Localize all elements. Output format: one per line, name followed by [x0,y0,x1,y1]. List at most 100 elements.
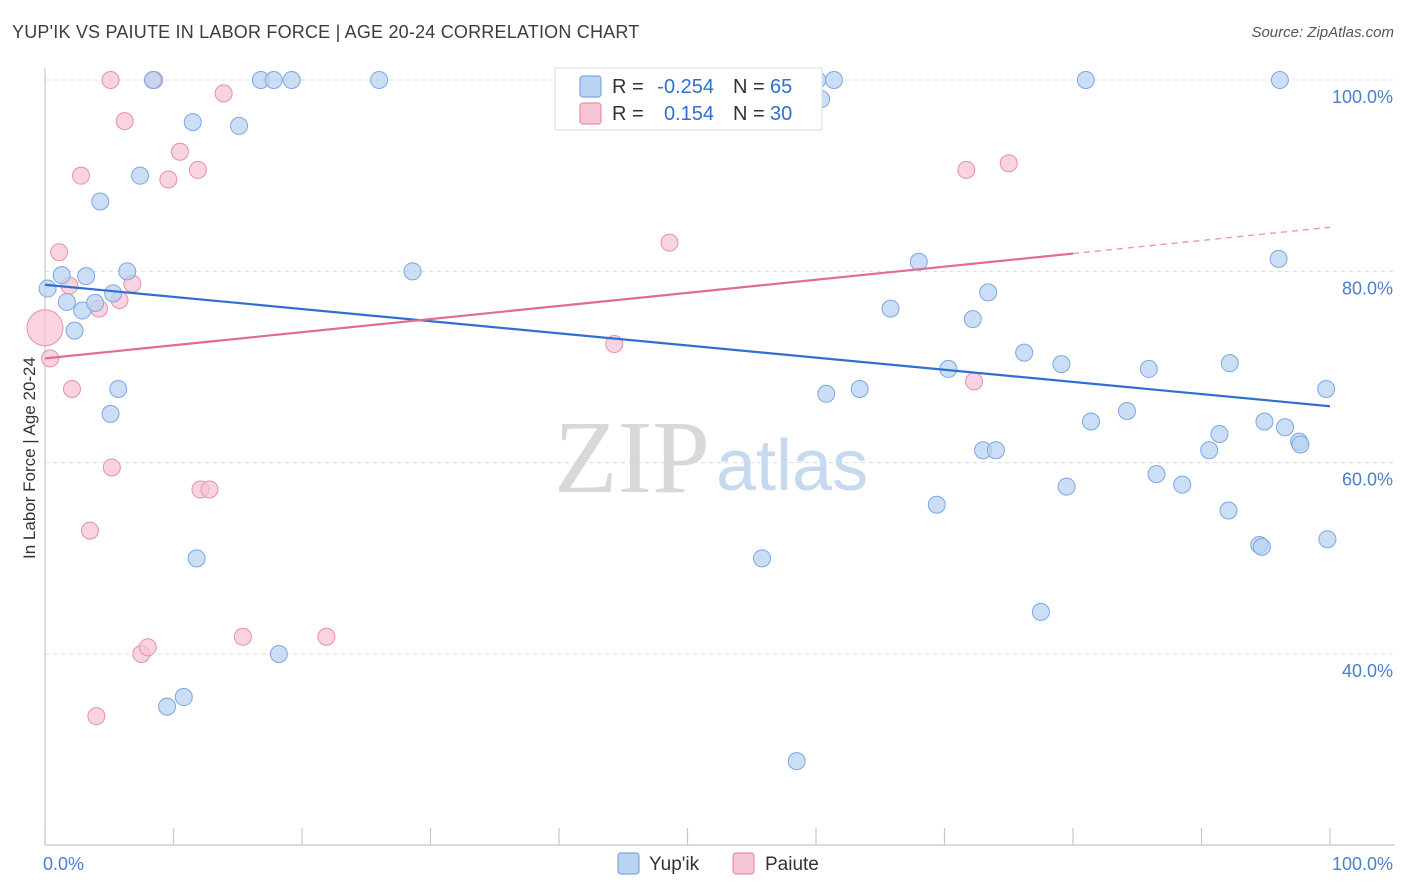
yupik-point [824,71,843,89]
yupik-point [131,166,150,185]
yupik-trendline [44,283,1331,408]
legend-r-label-paiute: R = [612,103,644,125]
y-axis-label: In Labor Force | Age 20-24 [20,357,39,559]
yupik-point [1081,412,1100,431]
yupik-point [264,71,283,89]
yupik-point [1147,465,1166,484]
yupik-point [1015,343,1034,362]
yupik-point [174,688,193,707]
yupik-point [109,380,128,399]
paiute-point [62,380,81,399]
legend-n-value-yupik: 65 [770,76,792,98]
yupik-point [104,284,123,303]
yupik-point [1220,354,1239,373]
yupik-point [1318,530,1337,549]
yupik-point [1173,475,1192,494]
yupik-point [817,384,836,403]
paiute-point [660,233,679,252]
yupik-point [403,262,422,281]
tick-labels: 100.0% 80.0% 60.0% 40.0% 0.0% 100.0% [43,87,1393,874]
yupik-point [101,404,120,423]
yupik-point [850,380,869,399]
yupik-points [38,71,1337,771]
yupik-point [1317,380,1336,399]
paiute-point [200,480,219,499]
bottom-legend-swatch-paiute [732,852,755,875]
legend-r-value-paiute: 0.154 [664,103,714,125]
y-tick-label: 40.0% [1342,661,1393,681]
gridlines [45,79,1395,655]
legend-n-value-paiute: 30 [770,103,792,125]
paiute-point [957,160,976,179]
y-tick-label: 100.0% [1332,87,1393,107]
yupik-point [187,549,206,568]
paiute-point [138,638,157,657]
yupik-point [787,752,806,771]
y-tick-label: 80.0% [1342,278,1393,298]
paiute-point [214,84,233,103]
yupik-point [370,71,389,89]
yupik-point [1270,71,1289,89]
yupik-point [158,697,177,716]
yupik-point [86,293,105,312]
watermark: ZIP atlas [554,400,868,515]
paiute-point [71,166,90,185]
paiute-point [159,170,178,189]
paiute-point [26,309,64,347]
yupik-point [881,299,900,318]
yupik-point [57,292,76,311]
yupik-point [1052,355,1071,374]
bottom-legend-label-paiute: Paiute [765,854,819,875]
legend-box: R = -0.254 N = 65 R = 0.154 N = 30 [554,67,823,131]
watermark-zip: ZIP [554,400,710,515]
yupik-point [753,549,772,568]
yupik-point [1057,477,1076,496]
chart-title: YUP'IK VS PAIUTE IN LABOR FORCE | AGE 20… [12,22,640,42]
source-label: Source: ZipAtlas.com [1251,24,1394,41]
yupik-point [1255,412,1274,431]
yupik-point [1291,435,1310,454]
paiute-point [50,243,69,262]
paiute-trendline-extension [1072,226,1331,255]
legend-swatch-paiute [579,102,602,125]
yupik-point [1252,537,1271,556]
yupik-point [118,262,137,281]
paiute-point [999,154,1018,173]
paiute-point [188,160,207,179]
yupik-point [963,310,982,329]
yupik-point [282,71,301,89]
yupik-point [1117,402,1136,421]
paiute-point [102,458,121,477]
legend-r-label-yupik: R = [612,76,644,98]
legend-swatch-yupik [579,75,602,98]
yupik-point [91,192,110,211]
paiute-trendline [44,252,1074,360]
paiute-points [26,71,1018,726]
bottom-legend-swatch-yupik [617,852,640,875]
yupik-point [1276,418,1295,437]
paiute-point [101,71,120,89]
paiute-point [87,707,106,726]
yupik-point [269,645,288,663]
y-tick-label: 60.0% [1342,470,1393,490]
yupik-point [986,441,1005,460]
yupik-point [143,71,162,89]
yupik-point [1200,441,1219,460]
legend-n-label-paiute: N = [733,103,765,125]
yupik-point [1076,71,1095,89]
yupik-point [230,116,249,135]
yupik-point [77,267,96,286]
yupik-point [52,266,71,285]
paiute-point [317,627,336,646]
yupik-point [183,113,202,132]
paiute-point [170,142,189,161]
trendlines [44,226,1331,408]
x-tick-label: 0.0% [43,854,84,874]
yupik-point [979,283,998,302]
paiute-point [965,372,984,391]
legend-n-label-yupik: N = [733,76,765,98]
paiute-point [80,521,99,540]
yupik-point [1139,359,1158,378]
yupik-point [65,321,84,340]
